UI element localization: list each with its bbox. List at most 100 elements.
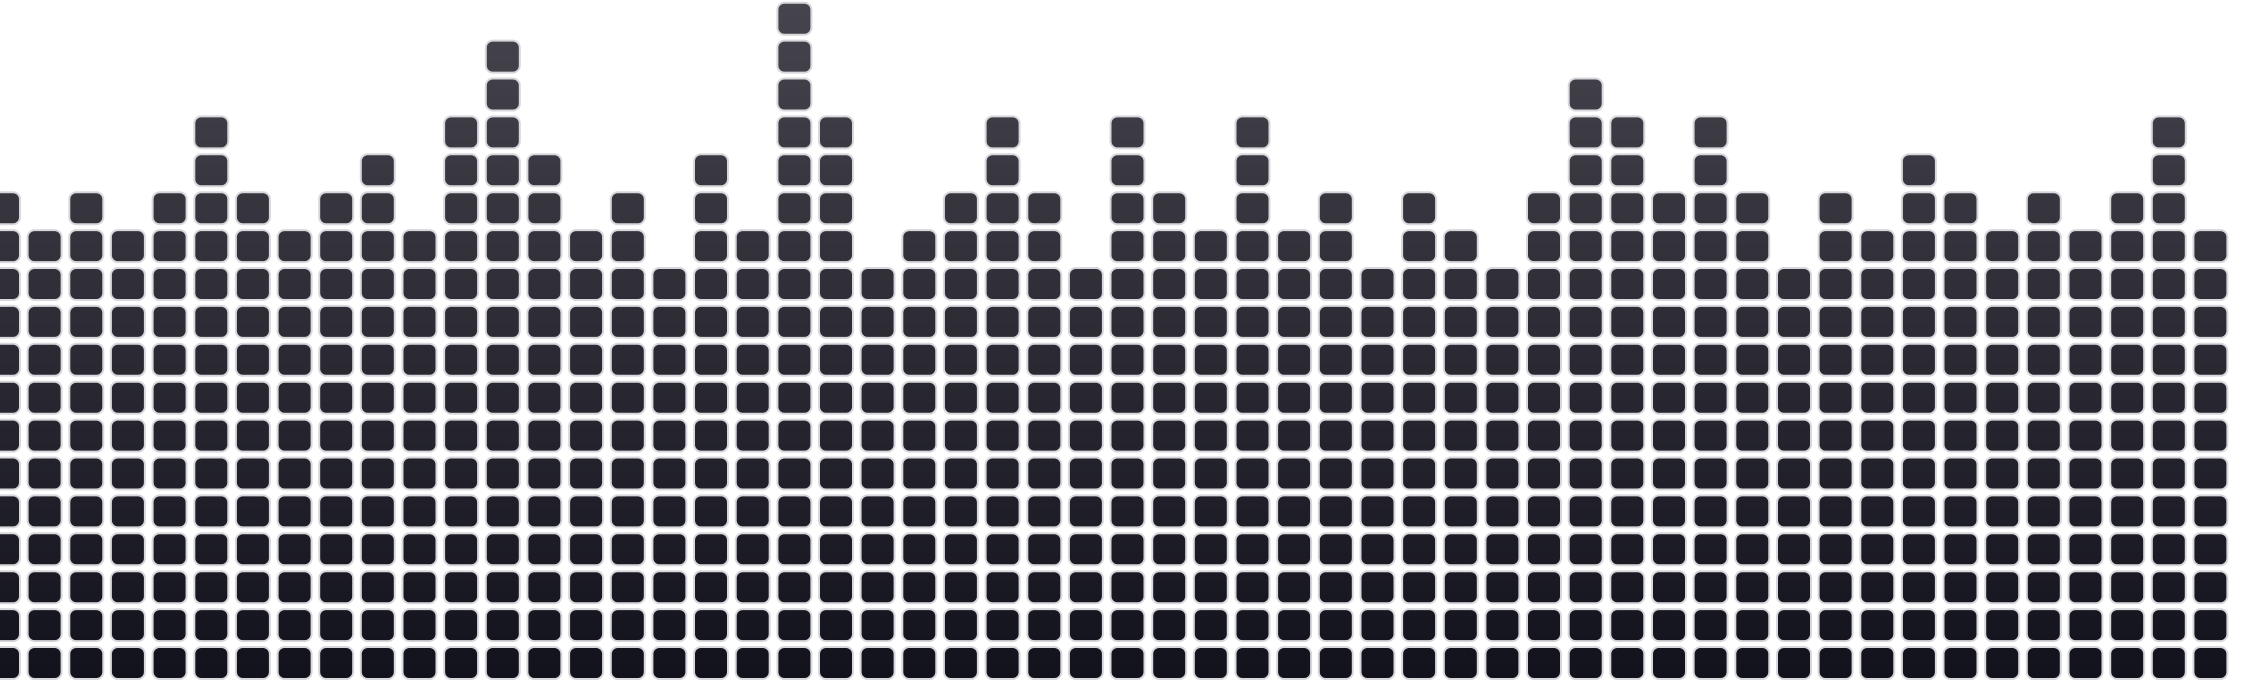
equalizer-block [484,304,521,339]
equalizer-block [234,267,271,301]
equalizer-block [401,229,438,264]
equalizer-block [2067,646,2104,680]
equalizer-block [234,494,271,529]
equalizer-column [1942,191,1979,680]
equalizer-block [609,494,646,529]
equalizer-column [1817,191,1854,680]
equalizer-block [1234,153,1271,188]
equalizer-column [1609,115,1646,680]
equalizer-block [1109,608,1146,643]
equalizer-block [776,418,813,453]
equalizer-block [734,456,771,491]
equalizer-block [2067,418,2104,453]
equalizer-block [1276,380,1313,415]
equalizer-block [651,418,688,453]
equalizer-block [443,646,480,680]
equalizer-block [318,191,355,226]
equalizer-column [68,191,105,680]
equalizer-block [568,532,605,567]
equalizer-block [1401,304,1438,339]
equalizer-block [1817,570,1854,605]
equalizer-block [1484,418,1521,453]
equalizer-block [1859,646,1896,680]
equalizer-block [109,494,146,529]
equalizer-block [109,570,146,605]
equalizer-block [1151,494,1188,529]
equalizer-block [2025,646,2062,680]
equalizer-block [1234,532,1271,567]
equalizer-block [193,304,230,339]
equalizer-block [818,646,854,680]
equalizer-block [2025,342,2062,377]
equalizer-block [0,229,21,264]
equalizer-block [1651,380,1687,415]
equalizer-block [443,456,480,491]
equalizer-block [1609,191,1646,226]
equalizer-block [109,267,146,301]
equalizer-block [734,380,771,415]
equalizer-block [1234,191,1271,226]
equalizer-block [484,115,521,150]
equalizer-block [568,494,605,529]
equalizer-block [276,267,313,301]
equalizer-block [1984,304,2021,339]
equalizer-block [1859,494,1896,529]
equalizer-block [1192,494,1229,529]
equalizer-block [2192,494,2229,529]
equalizer-block [1026,456,1063,491]
equalizer-block [68,342,105,377]
equalizer-block [2025,570,2062,605]
equalizer-block [1151,342,1188,377]
equalizer-block [859,532,896,567]
equalizer-block [276,418,313,453]
equalizer-block [1442,342,1479,377]
equalizer-block [1776,494,1812,529]
equalizer-block [1942,267,1979,301]
equalizer-column [1067,267,1104,680]
equalizer-block [984,380,1021,415]
equalizer-block [193,646,230,680]
equalizer-block [1192,267,1229,301]
equalizer-block [901,229,938,264]
equalizer-block [443,608,480,643]
equalizer-block [1692,456,1729,491]
equalizer-block [234,532,271,567]
equalizer-block [901,532,938,567]
equalizer-block [776,456,813,491]
equalizer-block [1900,304,1937,339]
equalizer-block [651,456,688,491]
equalizer-block [1026,267,1063,301]
equalizer-block [1567,304,1604,339]
equalizer-block [1776,304,1812,339]
equalizer-block [984,342,1021,377]
equalizer-block [0,570,21,605]
equalizer-block [1192,380,1229,415]
equalizer-block [1817,456,1854,491]
equalizer-column [2025,191,2062,680]
equalizer-block [1401,342,1438,377]
equalizer-block [2150,456,2187,491]
equalizer-block [2109,380,2146,415]
equalizer-block [859,570,896,605]
equalizer-block [359,304,396,339]
equalizer-block [651,532,688,567]
equalizer-column [1776,267,1812,680]
equalizer-block [2109,646,2146,680]
equalizer-block [1484,267,1521,301]
equalizer-block [193,532,230,567]
equalizer-block [1817,608,1854,643]
equalizer-block [526,532,563,567]
equalizer-block [2109,456,2146,491]
equalizer-block [901,608,938,643]
equalizer-column [734,229,771,680]
equalizer-block [1942,304,1979,339]
equalizer-column [0,191,21,680]
equalizer-block [359,229,396,264]
equalizer-block [609,342,646,377]
equalizer-block [651,304,688,339]
equalizer-column [1317,191,1354,680]
equalizer-block [942,380,979,415]
equalizer-block [318,229,355,264]
equalizer-block [1567,115,1604,150]
equalizer-block [942,494,979,529]
